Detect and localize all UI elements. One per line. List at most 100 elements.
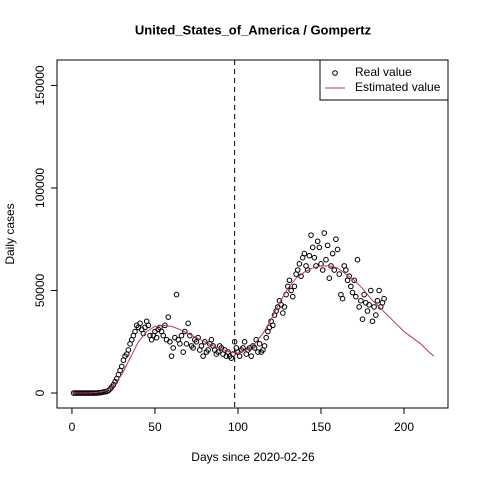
data-point [358, 297, 364, 304]
data-point [110, 382, 117, 388]
data-point [168, 353, 175, 359]
x-tick-label: 150 [311, 420, 331, 434]
data-point [314, 238, 321, 245]
data-point [280, 310, 286, 316]
data-point [286, 277, 293, 284]
data-point [183, 341, 190, 347]
data-point [354, 256, 361, 263]
data-point [230, 351, 236, 357]
x-tick-label: 100 [228, 420, 248, 434]
data-point [256, 341, 263, 347]
data-point [288, 287, 294, 294]
data-point [251, 345, 258, 351]
data-point [215, 349, 221, 355]
data-point [177, 341, 183, 347]
data-point [369, 318, 376, 325]
data-point [198, 343, 205, 349]
data-point [231, 338, 238, 345]
data-point [311, 254, 318, 261]
data-point [381, 295, 387, 302]
data-point [324, 242, 331, 249]
y-tick-label: 150000 [33, 65, 47, 105]
data-point [145, 322, 152, 329]
data-point [364, 308, 371, 314]
legend-symbol [332, 70, 338, 76]
data-point [165, 314, 172, 320]
estimate-line [73, 265, 435, 394]
data-point [349, 289, 356, 296]
data-point [323, 256, 329, 263]
data-point [361, 291, 367, 298]
data-point [309, 244, 316, 251]
data-point [248, 353, 255, 359]
data-point [308, 232, 314, 238]
data-point [281, 304, 288, 310]
data-point [132, 328, 138, 335]
data-point [371, 304, 377, 310]
data-point [367, 287, 374, 294]
data-point [334, 246, 341, 253]
data-point [255, 349, 261, 355]
data-point [306, 252, 313, 259]
data-point [125, 347, 132, 353]
data-point [173, 291, 180, 298]
data-point [376, 287, 382, 294]
data-point [366, 302, 372, 308]
data-point [346, 273, 353, 279]
data-point [180, 349, 186, 355]
data-point [316, 244, 323, 251]
data-point [167, 338, 173, 345]
data-point [240, 345, 246, 351]
data-point [241, 338, 248, 345]
chart-title: United_States_of_America / Gompertz [135, 22, 372, 37]
data-point [372, 312, 379, 318]
data-point [263, 334, 269, 341]
y-tick-label: 0 [33, 389, 47, 396]
x-tick-label: 50 [148, 420, 162, 434]
data-point [296, 261, 303, 267]
data-point [351, 277, 357, 284]
data-point [343, 267, 349, 273]
legend-box [319, 59, 449, 101]
data-point [329, 250, 336, 257]
data-point [160, 332, 167, 339]
data-point [153, 334, 160, 341]
legend-label: Real value [355, 65, 412, 79]
x-axis-label: Days since 2020-02-26 [191, 450, 315, 464]
data-point [321, 230, 328, 236]
data-point [348, 283, 354, 290]
legend-label: Estimated value [355, 80, 441, 94]
y-axis-label: Daily cases [3, 203, 17, 264]
plot-box [56, 59, 449, 409]
y-tick-label: 100000 [33, 168, 47, 208]
data-point [201, 338, 208, 345]
data-point [304, 267, 311, 273]
data-point [374, 297, 381, 304]
data-point [182, 328, 188, 335]
data-point [289, 293, 296, 300]
x-tick-label: 200 [394, 420, 414, 434]
data-point [331, 267, 338, 273]
y-tick-label: 50000 [33, 273, 47, 307]
data-point [336, 271, 343, 277]
data-point [178, 332, 185, 339]
data-point [205, 347, 211, 353]
data-point [190, 345, 196, 351]
data-point [118, 363, 125, 370]
data-point [333, 236, 339, 243]
data-point [200, 353, 206, 359]
data-point [326, 275, 333, 281]
data-point [319, 267, 326, 273]
data-point [294, 267, 301, 273]
x-tick-label: 0 [69, 420, 76, 434]
data-point [313, 263, 319, 269]
data-point [261, 343, 268, 349]
data-point [301, 250, 308, 257]
data-point [236, 353, 243, 359]
data-point [356, 304, 362, 310]
data-point [170, 345, 177, 351]
data-point [270, 322, 276, 329]
data-point [185, 320, 191, 327]
data-point [353, 293, 359, 300]
